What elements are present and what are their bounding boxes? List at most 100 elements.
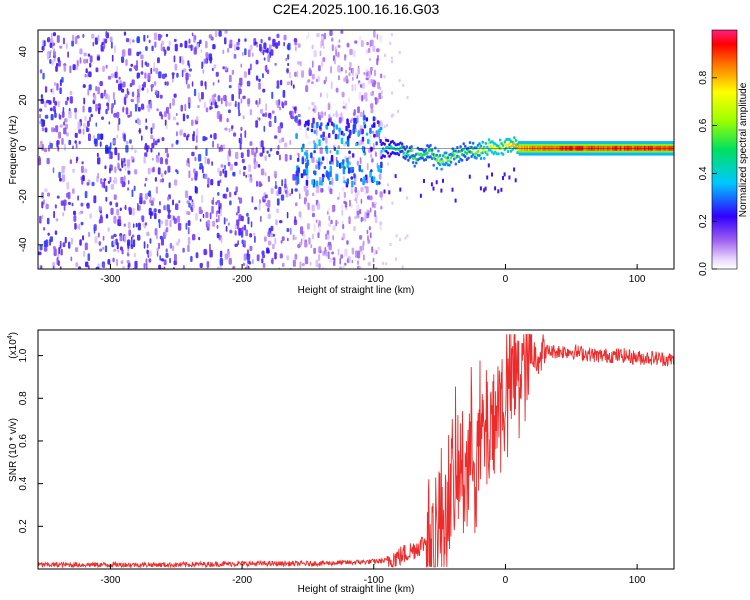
heatmap-cell <box>133 252 136 258</box>
heatmap-cell <box>337 248 340 256</box>
heatmap-cell <box>96 152 99 158</box>
heatmap-cell <box>355 72 357 78</box>
heatmap-cell <box>381 123 383 127</box>
heatmap-cell <box>368 226 371 231</box>
heatmap-cell <box>160 258 165 262</box>
heatmap-cell <box>80 176 83 181</box>
heatmap-cell <box>362 180 365 186</box>
heatmap-cell <box>279 220 283 224</box>
heatmap-cell <box>215 211 218 218</box>
heatmap-cell <box>319 249 322 253</box>
heatmap-cell <box>258 117 261 121</box>
heatmap-cell <box>176 170 179 175</box>
heatmap-cell <box>205 107 209 113</box>
heatmap-cell <box>445 161 448 165</box>
heatmap-cell <box>266 69 270 75</box>
heatmap-cell <box>320 60 324 67</box>
heatmap-cell <box>209 98 212 104</box>
heatmap-cell <box>483 156 486 160</box>
heatmap-cell <box>211 67 214 72</box>
heatmap-cell <box>137 106 141 112</box>
heatmap-cell <box>219 179 222 183</box>
heatmap-cell <box>313 247 316 254</box>
heatmap-cell <box>205 211 209 219</box>
heatmap-cell <box>344 155 347 162</box>
heatmap-cell <box>88 122 90 127</box>
heatmap-cell <box>127 267 130 269</box>
heatmap-cell <box>372 143 375 151</box>
heatmap-cell <box>143 200 146 205</box>
heatmap-cell <box>286 227 290 233</box>
heatmap-cell <box>173 215 175 221</box>
heatmap-cell <box>42 72 45 80</box>
heatmap-cell <box>401 153 404 157</box>
heatmap-cell <box>338 75 340 81</box>
heatmap-cell <box>270 233 273 238</box>
heatmap-cell <box>269 115 272 120</box>
heatmap-cell <box>259 108 263 114</box>
heatmap-cell <box>117 219 120 226</box>
heatmap-cell <box>248 49 251 58</box>
heatmap-cell <box>329 161 332 165</box>
heatmap-cell <box>328 215 331 221</box>
heatmap-cell <box>301 263 305 267</box>
heatmap-cell <box>199 262 203 268</box>
heatmap-cell <box>62 212 65 217</box>
heatmap-cell <box>270 187 274 194</box>
heatmap-cell <box>44 86 48 93</box>
heatmap-cell <box>317 75 321 82</box>
heatmap-cell <box>209 212 212 220</box>
heatmap-cell <box>346 42 350 48</box>
heatmap-cell <box>296 70 299 78</box>
heatmap-cell <box>338 114 341 118</box>
heatmap-cell <box>298 189 300 194</box>
heatmap-cell <box>212 220 216 227</box>
heatmap-cell <box>192 133 195 142</box>
heatmap-cell <box>54 204 57 209</box>
x-tick-label: -300 <box>100 274 120 285</box>
heatmap-cell <box>335 110 338 118</box>
snr-line-layer <box>38 333 674 569</box>
heatmap-cell <box>150 84 154 88</box>
heatmap-cell <box>296 157 300 162</box>
heatmap-cell <box>277 40 281 46</box>
heatmap-cell <box>303 123 307 128</box>
heatmap-cell <box>74 140 77 144</box>
heatmap-cell <box>446 156 450 160</box>
heatmap-cell <box>258 202 261 211</box>
heatmap-cell <box>500 187 503 192</box>
heatmap-cell <box>262 262 266 268</box>
heatmap-cell <box>258 78 261 82</box>
heatmap-cell <box>448 163 451 167</box>
heatmap-cell <box>153 81 157 86</box>
heatmap-cell <box>59 124 63 128</box>
heatmap-cell <box>243 165 247 170</box>
heatmap-cell <box>46 51 50 58</box>
heatmap-cell <box>387 162 390 166</box>
heatmap-cell <box>249 245 253 252</box>
x-tick-label: -100 <box>364 274 384 285</box>
heatmap-cell <box>196 135 198 143</box>
heatmap-cell <box>241 158 245 164</box>
heatmap-cell <box>310 244 313 249</box>
heatmap-cell <box>81 165 84 173</box>
heatmap-cell <box>242 115 245 120</box>
heatmap-cell <box>212 44 216 50</box>
heatmap-cell <box>107 94 110 102</box>
heatmap-cell <box>350 188 354 194</box>
heatmap-cell <box>325 125 329 130</box>
heatmap-cell <box>327 103 331 111</box>
heatmap-cell <box>235 100 237 108</box>
heatmap-cell <box>323 45 325 49</box>
heatmap-cell <box>237 206 240 214</box>
heatmap-cell <box>363 115 366 121</box>
heatmap-cell <box>61 165 65 174</box>
heatmap-cell <box>256 43 259 48</box>
heatmap-cell <box>52 87 55 95</box>
heatmap-cell <box>371 82 375 87</box>
heatmap-cell <box>49 236 53 243</box>
heatmap-cell <box>506 150 510 153</box>
heatmap-cell <box>359 245 363 252</box>
heatmap-cell <box>272 38 276 47</box>
heatmap-cell <box>389 243 392 246</box>
